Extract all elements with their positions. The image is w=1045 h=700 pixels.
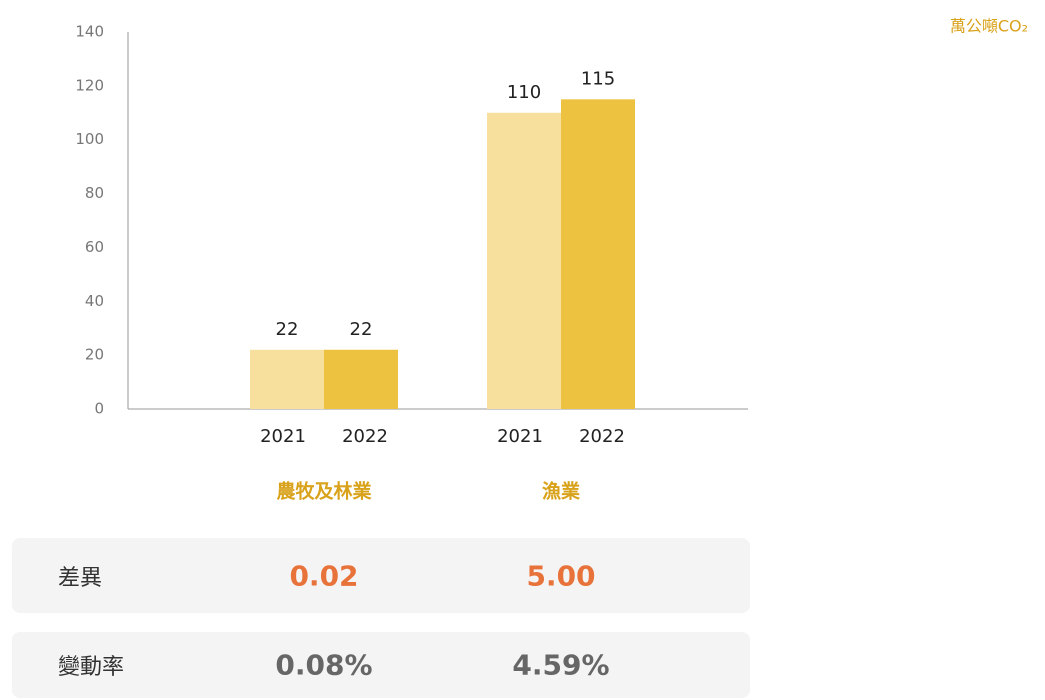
y-tick-label: 80 — [85, 184, 104, 202]
series-label: 2021 — [260, 426, 306, 447]
cell: 4.59% — [512, 648, 610, 682]
category-label: 漁業 — [542, 480, 581, 503]
data-label: 22 — [276, 319, 299, 340]
y-tick-label: 20 — [85, 346, 104, 364]
series-label: 2022 — [579, 426, 625, 447]
chart: 萬公噸CO₂ 0 20 40 60 80 100 120 140 農牧及林業 22 2021 22 20… — [75, 17, 1028, 503]
category-label: 農牧及林業 — [276, 480, 372, 503]
data-label: 22 — [350, 319, 373, 340]
cell: 5.00 — [526, 559, 596, 592]
y-tick-label: 0 — [94, 400, 104, 418]
y-tick-label: 60 — [85, 238, 104, 256]
series-label: 2021 — [497, 426, 543, 447]
bar — [324, 349, 398, 409]
bar — [250, 349, 324, 409]
cell: 0.08% — [275, 648, 373, 682]
bar — [487, 112, 561, 410]
cell: 0.02 — [289, 559, 359, 592]
series-label: 2022 — [342, 426, 388, 447]
y-tick-label: 40 — [85, 292, 104, 310]
table-row: 變動率 0.08% 4.59% — [12, 632, 750, 698]
y-tick-label: 120 — [75, 76, 104, 94]
bar — [561, 99, 635, 410]
data-label: 110 — [507, 82, 541, 103]
y-tick-label: 100 — [75, 130, 104, 148]
table-row: 差異 0.02 5.00 — [12, 538, 750, 613]
data-label: 115 — [581, 68, 615, 89]
y-tick-label: 140 — [75, 23, 104, 41]
unit-label: 萬公噸CO₂ — [950, 17, 1028, 36]
row-label: 差異 — [58, 565, 103, 591]
row-label: 變動率 — [58, 655, 125, 680]
